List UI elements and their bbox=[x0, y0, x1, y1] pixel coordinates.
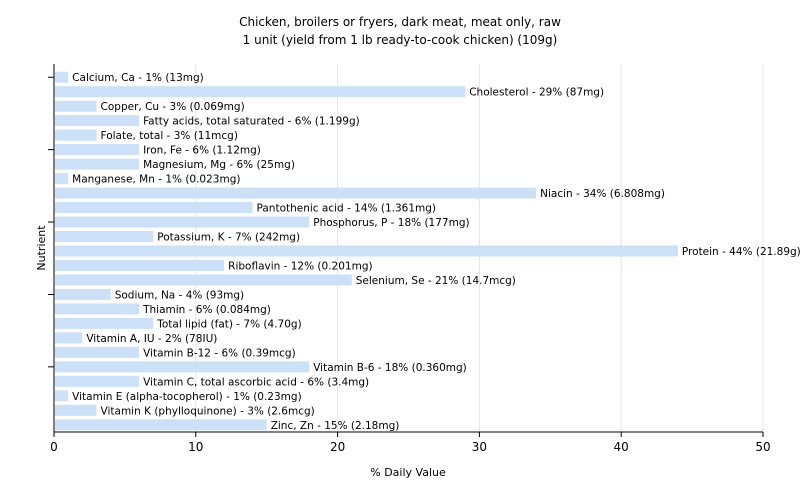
bar bbox=[55, 216, 310, 228]
bars: Calcium, Ca - 1% (13mg) Cholesterol - 29%… bbox=[55, 71, 800, 432]
bar-label: Manganese, Mn - 1% (0.023mg) bbox=[72, 174, 240, 186]
x-tick-label: 30 bbox=[472, 440, 487, 454]
bar bbox=[55, 419, 267, 431]
bar bbox=[55, 202, 253, 214]
x-axis-title: % Daily Value bbox=[370, 466, 446, 479]
bar bbox=[55, 115, 140, 127]
x-tick-label: 50 bbox=[755, 440, 770, 454]
bar bbox=[55, 86, 466, 98]
bar bbox=[55, 274, 352, 286]
bar bbox=[55, 404, 97, 416]
bar bbox=[55, 375, 140, 387]
bar bbox=[55, 231, 154, 243]
bar-label: Magnesium, Mg - 6% (25mg) bbox=[143, 159, 295, 171]
bar bbox=[55, 259, 225, 271]
bar bbox=[55, 317, 154, 329]
chart-subtitle: 1 unit (yield from 1 lb ready-to-cook ch… bbox=[243, 33, 558, 47]
bar bbox=[55, 71, 69, 83]
bar bbox=[55, 187, 537, 199]
bar-label: Thiamin - 6% (0.084mg) bbox=[142, 304, 271, 316]
bar-label: Protein - 44% (21.89g) bbox=[682, 246, 800, 258]
x-tick-label: 20 bbox=[330, 440, 345, 454]
bar-label: Pantothenic acid - 14% (1.361mg) bbox=[257, 203, 436, 215]
bar bbox=[55, 245, 678, 257]
bar-label: Vitamin C, total ascorbic acid - 6% (3.4… bbox=[143, 376, 369, 388]
bar bbox=[55, 129, 97, 141]
bar bbox=[55, 100, 97, 112]
bar-label: Vitamin K (phylloquinone) - 3% (2.6mcg) bbox=[101, 405, 315, 417]
bar-label: Copper, Cu - 3% (0.069mg) bbox=[101, 101, 245, 113]
bar bbox=[55, 173, 69, 185]
bar-label: Cholesterol - 29% (87mg) bbox=[469, 87, 604, 99]
bar bbox=[55, 390, 69, 402]
bar-label: Fatty acids, total saturated - 6% (1.199… bbox=[143, 116, 360, 128]
x-tick-label: 0 bbox=[50, 440, 58, 454]
bar-label: Selenium, Se - 21% (14.7mcg) bbox=[356, 275, 516, 287]
bar-label: Iron, Fe - 6% (1.12mg) bbox=[143, 145, 261, 157]
bar-label: Total lipid (fat) - 7% (4.70g) bbox=[156, 318, 301, 330]
bar bbox=[55, 288, 111, 300]
x-tick-label: 40 bbox=[614, 440, 629, 454]
bar-label: Riboflavin - 12% (0.201mg) bbox=[228, 260, 372, 272]
bar-label: Vitamin A, IU - 2% (78IU) bbox=[86, 333, 217, 345]
bar bbox=[55, 158, 140, 170]
bar-label: Niacin - 34% (6.808mg) bbox=[540, 188, 665, 200]
bar-label: Vitamin B-12 - 6% (0.39mcg) bbox=[143, 347, 296, 359]
bar bbox=[55, 361, 310, 373]
bar-label: Phosphorus, P - 18% (177mg) bbox=[313, 217, 469, 229]
axes: 0 10 20 30 40 50 bbox=[48, 64, 771, 454]
bar-label: Vitamin E (alpha-tocopherol) - 1% (0.23m… bbox=[72, 391, 302, 403]
bar-label: Calcium, Ca - 1% (13mg) bbox=[72, 72, 204, 84]
bar bbox=[55, 346, 140, 358]
bar-label: Zinc, Zn - 15% (2.18mg) bbox=[271, 420, 400, 432]
bar bbox=[55, 303, 140, 315]
y-axis-title: Nutrient bbox=[35, 225, 48, 271]
bar-label: Potassium, K - 7% (242mg) bbox=[157, 232, 300, 244]
bar-label: Vitamin B-6 - 18% (0.360mg) bbox=[313, 362, 467, 374]
bar bbox=[55, 144, 140, 156]
chart-title: Chicken, broilers or fryers, dark meat, … bbox=[239, 15, 561, 29]
bar-label: Sodium, Na - 4% (93mg) bbox=[115, 289, 244, 301]
bar-label: Folate, total - 3% (11mcg) bbox=[101, 130, 238, 142]
x-tick-label: 10 bbox=[188, 440, 203, 454]
bar bbox=[55, 332, 83, 344]
